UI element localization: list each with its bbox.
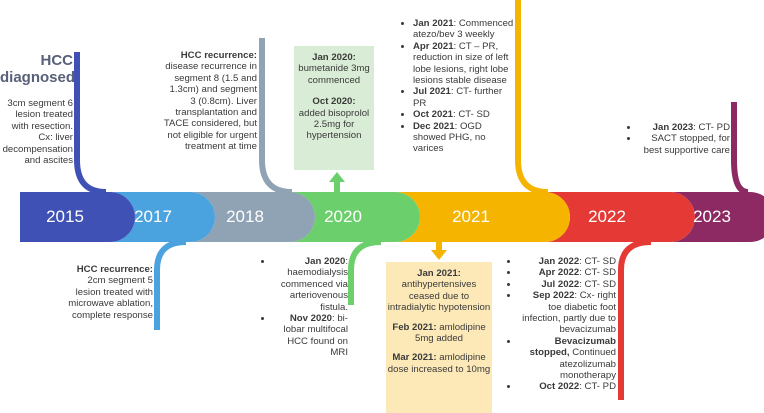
event-2022-item-date: Bevacizumab stopped, (529, 335, 616, 359)
event-2020-item-date: Nov 2020 (289, 313, 332, 325)
note-2020-text2: added bisoprolol 2.5mg for hypertension (298, 107, 370, 142)
event-2022-list: Jan 2022: CT- SD Apr 2022: CT- SD Jul 20… (508, 256, 616, 393)
arrow-down-2021-stem (436, 242, 442, 252)
year-label-2020: 2020 (324, 207, 362, 226)
connector-2018 (259, 38, 293, 195)
event-2023-item-date: Jan 2023 (652, 122, 694, 133)
event-2022-item-date: Jul 2022 (541, 278, 580, 290)
event-2022-item-date: Sep 2022 (532, 290, 575, 302)
note-2021-text3: amlodipine dose increased to 10mg (387, 352, 491, 375)
connector-2015 (74, 52, 107, 195)
event-2022-item-text: : Cx- right toe diabetic foot infection,… (522, 290, 616, 336)
hcc-title-line2: diagnosed (0, 69, 76, 86)
event-2021-item-date: Jan 2021 (413, 18, 454, 29)
segment-2022 (545, 192, 695, 242)
year-label-2022: 2022 (588, 207, 626, 226)
event-2018: HCC recurrence: disease recurrence in se… (162, 50, 257, 153)
event-2021-item: Dec 2021: OGD showed PHG, no varices (413, 121, 514, 155)
year-label-2017: 2017 (134, 207, 172, 226)
hcc-title-line1: HCC (40, 52, 74, 69)
event-2021-item-date: Dec 2021 (413, 120, 455, 132)
event-2020-list: Jan 2020: haemodialysis commenced via ar… (262, 256, 348, 359)
event-2022-item-text: Continued atezolizumab monotherapy (559, 347, 616, 382)
event-2020-item-text: : bi-lobar multifocal HCC found on MRI (283, 313, 348, 359)
event-2021-item-date: Oct 2021 (413, 109, 454, 121)
year-label-2018: 2018 (226, 207, 264, 226)
note-2021-date3: Mar 2021: (392, 352, 437, 364)
note-2020-medications: Jan 2020: bumetanide 3mg commenced Oct 2… (294, 46, 374, 170)
event-2020-item-text: : haemodialysis commenced via arterioven… (280, 256, 348, 313)
connector-2022 (618, 239, 652, 400)
event-2021-item: Jan 2021: Commenced atezo/bev 3 weekly (413, 18, 514, 41)
note-2021-text1: antihypertensives ceased due to intradia… (387, 279, 491, 314)
hcc-diagnosed-title: HCC diagnosed (0, 52, 76, 86)
event-2022-item: Sep 2022: Cx- right toe diabetic foot in… (519, 290, 616, 336)
event-2022-item: Jul 2022: CT- SD (519, 279, 616, 290)
event-2022-item-text: : CT- PD (579, 381, 616, 393)
event-2022-item: Oct 2022: CT- PD (519, 381, 616, 392)
event-2021-item-text: : CT – PR, reduction in size of left lob… (413, 40, 509, 87)
arrow-up-2020-stem (334, 180, 340, 192)
event-2022-item-date: Oct 2022 (539, 381, 580, 393)
segment-2017 (110, 192, 215, 242)
connector-2017 (154, 239, 187, 330)
event-2015-body: 3cm segment 6 lesion treated with resect… (2, 98, 73, 167)
event-2022-item: Apr 2022: CT- SD (519, 267, 616, 278)
segment-2018 (190, 192, 315, 242)
connector-2021 (515, 0, 549, 195)
event-2022-item-date: Apr 2022 (538, 267, 580, 279)
note-2021-date1: Jan 2021: (417, 268, 461, 279)
event-2021-item: Oct 2021: CT- SD (413, 109, 514, 120)
event-2018-body: disease recurrence in segment 8 (1.5 and… (163, 61, 257, 153)
event-2023-list: Jan 2023: CT- PD SACT stopped, for best … (628, 122, 730, 156)
event-2021-item-date: Apr 2021 (413, 40, 454, 52)
event-2021-item-text: : CT- SD (453, 109, 490, 121)
arrow-down-2021-head (431, 250, 447, 260)
event-2021-item: Apr 2021: CT – PR, reduction in size of … (413, 41, 514, 87)
event-2021-item-text: : Commenced atezo/bev 3 weekly (413, 18, 514, 41)
event-2020-item: Jan 2020: haemodialysis commenced via ar… (273, 256, 348, 313)
event-2023-item-text: SACT stopped, for best supportive care (643, 133, 730, 156)
event-2022-item-text: : CT- SD (579, 267, 616, 279)
event-2021-item-text: : CT- further PR (413, 86, 503, 109)
year-label-2021: 2021 (452, 207, 490, 226)
event-2023-item-text: : CT- PD (693, 122, 730, 133)
connector-2020 (348, 239, 382, 305)
event-2021-item: Jul 2021: CT- further PR (413, 86, 514, 109)
event-2017-title: HCC recurrence: (76, 264, 153, 275)
note-2021-text2: amlodipine 5mg added (414, 321, 486, 345)
note-2021-date2: Feb 2021: (392, 321, 437, 333)
note-2020-date2: Oct 2020: (312, 96, 356, 108)
event-2023-item: Jan 2023: CT- PD (639, 122, 730, 133)
event-2022-item: Jan 2022: CT- SD (519, 256, 616, 267)
event-2017-body: 2cm segment 5 lesion treated with microw… (68, 275, 153, 321)
event-2021-item-text: : OGD showed PHG, no varices (413, 120, 486, 155)
segment-2015 (20, 192, 135, 242)
event-2021-item-date: Jul 2021 (413, 86, 451, 98)
event-2022-item-text: : CT- SD (579, 256, 616, 267)
note-2021-antihypertensives: Jan 2021: antihypertensives ceased due t… (386, 262, 492, 413)
arrow-up-2020-head (329, 172, 345, 182)
event-2021-list: Jan 2021: Commenced atezo/bev 3 weekly A… (402, 18, 514, 155)
event-2022-item: Bevacizumab stopped, Continued atezolizu… (519, 336, 616, 382)
year-label-2023: 2023 (693, 207, 731, 226)
note-2020-date1: Jan 2020: (312, 52, 356, 63)
year-label-2015: 2015 (46, 207, 84, 226)
event-2020-item-date: Jan 2020 (304, 256, 346, 267)
note-2020-text1: bumetanide 3mg commenced (298, 63, 370, 86)
event-2020-item: Nov 2020: bi-lobar multifocal HCC found … (273, 313, 348, 359)
connector-2023 (731, 102, 749, 195)
segment-2020 (290, 192, 420, 242)
segment-2021 (395, 192, 570, 242)
event-2018-title: HCC recurrence: (180, 50, 257, 61)
event-2017: HCC recurrence: 2cm segment 5 lesion tre… (60, 264, 153, 321)
segment-2023 (670, 192, 764, 242)
event-2022-item-text: : CT- SD (579, 278, 616, 290)
event-2023-item: SACT stopped, for best supportive care (639, 133, 730, 156)
event-2022-item-date: Jan 2022 (538, 256, 580, 267)
